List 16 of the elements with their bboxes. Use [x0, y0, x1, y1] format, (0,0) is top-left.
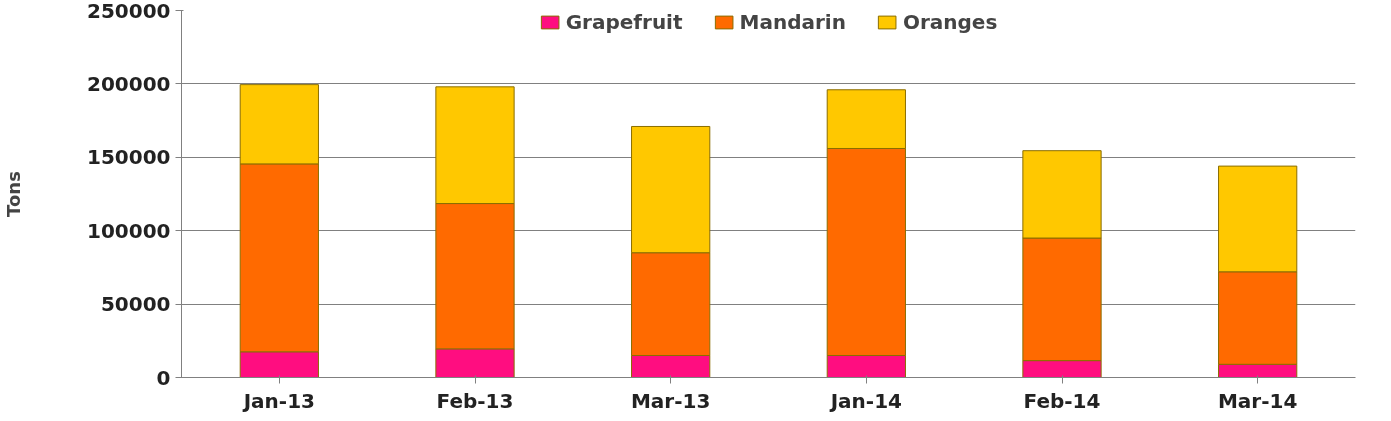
y-tick-label: 0: [156, 365, 171, 390]
x-tick-label: Feb-14: [1023, 388, 1101, 413]
y-axis-title: Tons: [3, 171, 24, 217]
legend-label: Mandarin: [739, 10, 846, 34]
x-tick-label: Mar-13: [630, 388, 711, 413]
y-tick-label: 250000: [87, 0, 171, 23]
y-tick-label: 100000: [87, 218, 171, 243]
y-tick-label: 50000: [100, 292, 171, 317]
y-tick-label: 150000: [87, 145, 171, 170]
y-tick-label: 200000: [87, 71, 171, 96]
x-tick-label: Feb-13: [436, 388, 514, 413]
x-tick-label: Mar-14: [1217, 388, 1298, 413]
legend-label: Oranges: [902, 10, 998, 34]
x-tick-label: Jan-13: [241, 388, 315, 413]
x-tick-label: Jan-14: [828, 388, 902, 413]
legend-label: Grapefruit: [565, 10, 683, 34]
